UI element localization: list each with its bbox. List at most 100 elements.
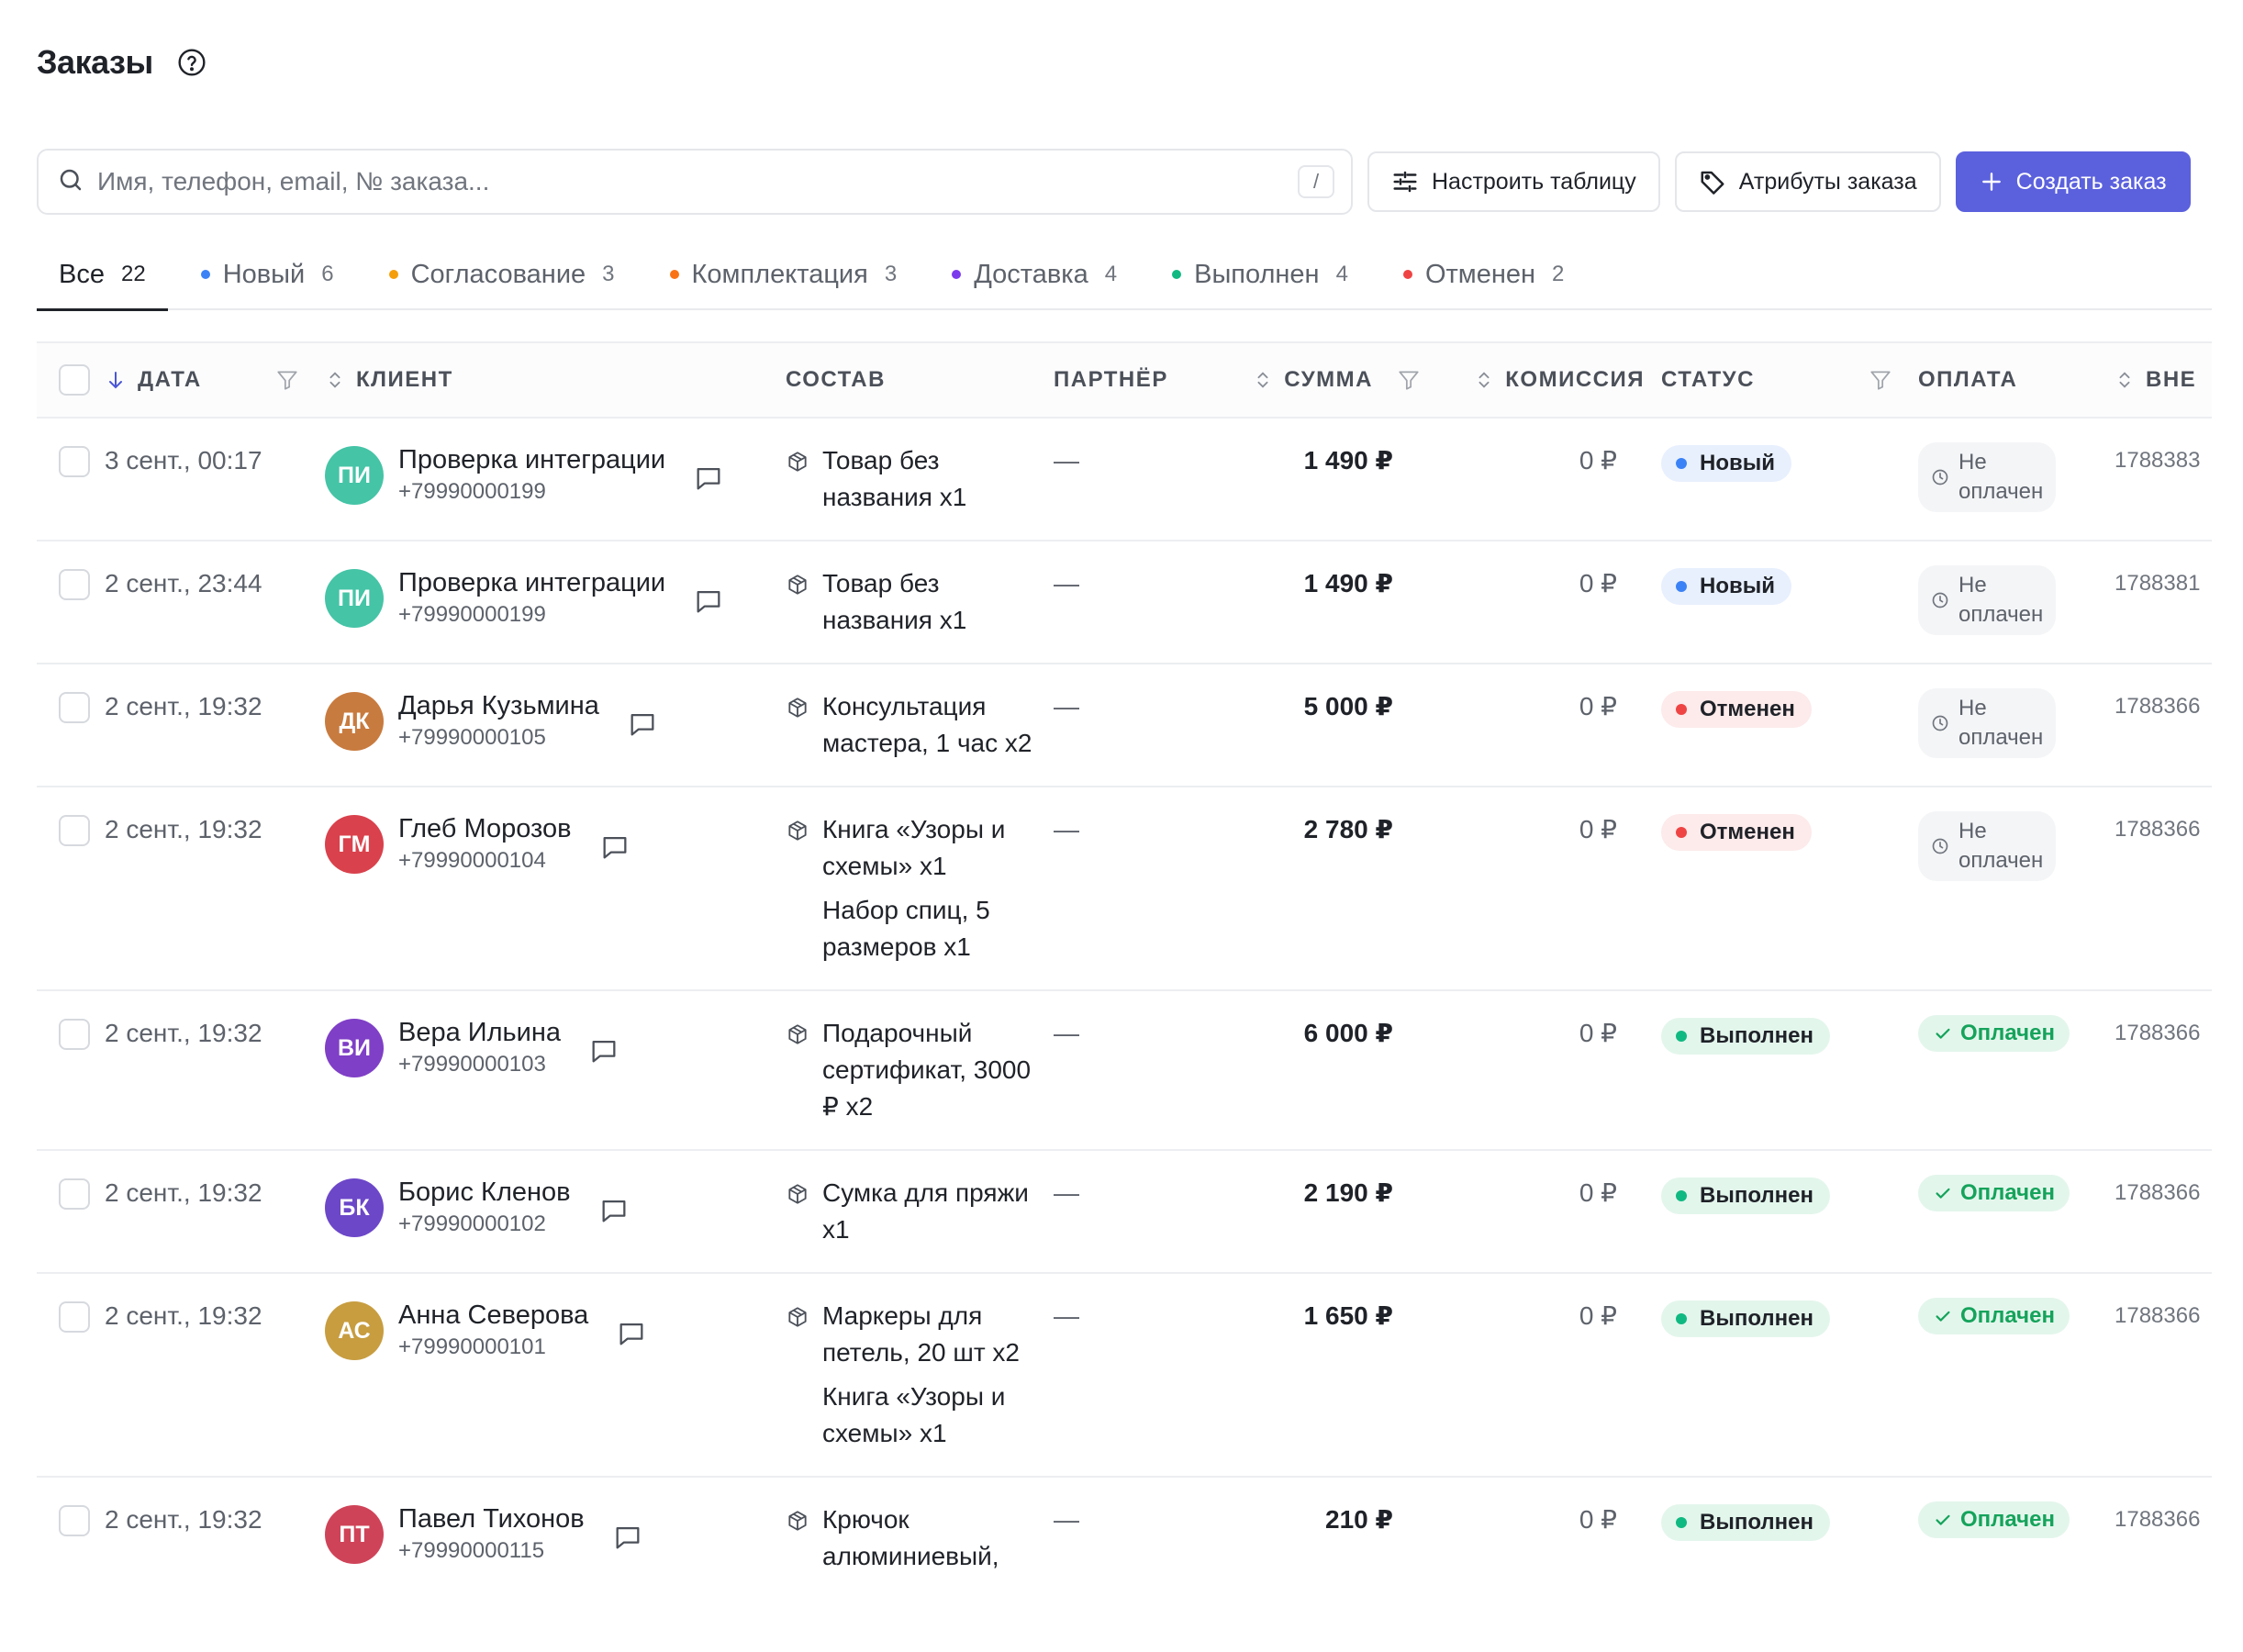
tab-new[interactable]: Новый 6 (179, 240, 356, 309)
status-badge[interactable]: Отменен (1661, 691, 1812, 728)
create-order-button[interactable]: Создать заказ (1955, 151, 2191, 212)
chat-icon[interactable] (616, 1318, 647, 1359)
order-sum: 6 000 ₽ (1303, 1019, 1393, 1047)
table-row[interactable]: 2 сент., 19:32 БК Борис Кленов +79990000… (37, 1150, 2212, 1274)
column-sum[interactable]: СУММА (1213, 341, 1437, 419)
client-name[interactable]: Проверка интеграции (398, 445, 666, 474)
client-name[interactable]: Проверка интеграции (398, 568, 666, 597)
payment-cell: Оплачен (1918, 1477, 2115, 1590)
client-name[interactable]: Глеб Морозов (398, 814, 572, 843)
chat-icon[interactable] (598, 1195, 630, 1236)
commission-cell: 0 ₽ (1437, 787, 1661, 991)
status-badge[interactable]: Выполнен (1661, 1018, 1830, 1055)
client-name[interactable]: Вера Ильина (398, 1018, 562, 1047)
sort-icon[interactable] (325, 370, 345, 390)
search-input[interactable] (97, 167, 1298, 196)
row-checkbox[interactable] (59, 1178, 90, 1210)
column-external[interactable]: ВНЕ (2115, 341, 2212, 419)
tab-cancelled[interactable]: Отменен 2 (1381, 240, 1586, 309)
filter-icon[interactable] (275, 368, 299, 392)
status-badge[interactable]: Отменен (1661, 814, 1812, 851)
filter-icon[interactable] (1869, 368, 1892, 392)
row-checkbox[interactable] (59, 1301, 90, 1333)
payment-badge: Оплачен (1918, 1501, 2070, 1538)
column-client[interactable]: КЛИЕНТ (325, 341, 786, 419)
tab-count: 4 (1335, 262, 1348, 286)
row-checkbox[interactable] (59, 1019, 90, 1050)
table-row[interactable]: 2 сент., 23:44 ПИ Проверка интеграции +7… (37, 541, 2212, 664)
chat-icon[interactable] (612, 1522, 643, 1563)
sort-icon[interactable] (2115, 370, 2135, 390)
tab-label: Выполнен (1194, 259, 1320, 289)
external-id: 1788366 (2115, 1303, 2201, 1328)
select-all-checkbox[interactable] (59, 364, 90, 396)
status-badge[interactable]: Новый (1661, 568, 1791, 605)
status-badge[interactable]: Выполнен (1661, 1300, 1830, 1337)
tab-label: Комплектация (691, 259, 868, 289)
table-row[interactable]: 2 сент., 19:32 ДК Дарья Кузьмина +799900… (37, 664, 2212, 787)
filter-icon[interactable] (1397, 368, 1421, 392)
status-badge[interactable]: Выполнен (1661, 1504, 1830, 1541)
column-label: ВНЕ (2146, 367, 2197, 392)
sort-icon[interactable] (1253, 370, 1273, 390)
sort-desc-icon[interactable] (105, 369, 127, 391)
order-date: 2 сент., 19:32 (105, 1301, 262, 1330)
avatar: ГМ (325, 815, 384, 874)
chat-icon[interactable] (693, 586, 724, 627)
box-icon (786, 1015, 822, 1125)
row-checkbox[interactable] (59, 692, 90, 723)
external-id-cell: 1788366 (2115, 1273, 2212, 1478)
client-name[interactable]: Дарья Кузьмина (398, 691, 599, 720)
tab-all[interactable]: Все 22 (37, 240, 168, 311)
table-row[interactable]: 2 сент., 19:32 АС Анна Северова +7999000… (37, 1273, 2212, 1478)
row-checkbox[interactable] (59, 569, 90, 600)
order-attributes-button[interactable]: Атрибуты заказа (1674, 151, 1941, 212)
status-label: Новый (1700, 451, 1775, 475)
table-row[interactable]: 2 сент., 19:32 ПТ Павел Тихонов +7999000… (37, 1477, 2212, 1590)
payment-badge: Не оплачен (1918, 811, 2056, 881)
chat-icon[interactable] (627, 709, 658, 750)
client-name[interactable]: Борис Кленов (398, 1178, 571, 1207)
composition-item: Товар без названия x1 (822, 569, 967, 634)
order-date: 2 сент., 19:32 (105, 692, 262, 720)
order-sum: 2 780 ₽ (1303, 815, 1393, 843)
table-row[interactable]: 2 сент., 19:32 ВИ Вера Ильина +799900001… (37, 990, 2212, 1151)
column-status[interactable]: СТАТУС (1661, 341, 1918, 419)
tab-completed[interactable]: Выполнен 4 (1150, 240, 1370, 309)
configure-table-button[interactable]: Настроить таблицу (1367, 151, 1660, 212)
sort-icon[interactable] (1474, 370, 1494, 390)
payment-cell: Не оплачен (1918, 664, 2115, 787)
client-name[interactable]: Анна Северова (398, 1300, 589, 1330)
avatar: БК (325, 1178, 384, 1237)
page-header: Заказы (37, 40, 206, 84)
column-commission[interactable]: КОМИССИЯ (1437, 341, 1661, 419)
tab-label: Все (59, 259, 105, 289)
sum-cell: 210 ₽ (1213, 1477, 1437, 1590)
row-checkbox[interactable] (59, 446, 90, 477)
external-id-cell: 1788383 (2115, 418, 2212, 541)
partner-cell: — (1054, 418, 1213, 541)
table-row[interactable]: 3 сент., 00:17 ПИ Проверка интеграции +7… (37, 418, 2212, 541)
external-id: 1788381 (2115, 571, 2201, 596)
client-name[interactable]: Павел Тихонов (398, 1504, 585, 1534)
status-badge[interactable]: Новый (1661, 445, 1791, 482)
question-circle-icon[interactable] (177, 48, 206, 77)
tab-approval[interactable]: Согласование 3 (367, 240, 637, 309)
tab-count: 3 (602, 262, 615, 286)
avatar: ПТ (325, 1505, 384, 1564)
chat-icon[interactable] (599, 832, 630, 873)
commission-cell: 0 ₽ (1437, 1273, 1661, 1478)
tab-picking[interactable]: Комплектация 3 (648, 240, 920, 309)
status-badge[interactable]: Выполнен (1661, 1178, 1830, 1214)
column-date[interactable]: ДАТА (105, 341, 325, 419)
commission-cell: 0 ₽ (1437, 418, 1661, 541)
table-row[interactable]: 2 сент., 19:32 ГМ Глеб Морозов +79990000… (37, 787, 2212, 991)
client-phone: +79990000102 (398, 1211, 546, 1236)
tab-delivery[interactable]: Доставка 4 (930, 240, 1139, 309)
client-cell: ПИ Проверка интеграции +79990000199 (325, 418, 786, 541)
external-id: 1788366 (2115, 694, 2201, 719)
row-checkbox[interactable] (59, 815, 90, 846)
row-checkbox[interactable] (59, 1505, 90, 1536)
chat-icon[interactable] (588, 1035, 619, 1077)
chat-icon[interactable] (693, 463, 724, 504)
